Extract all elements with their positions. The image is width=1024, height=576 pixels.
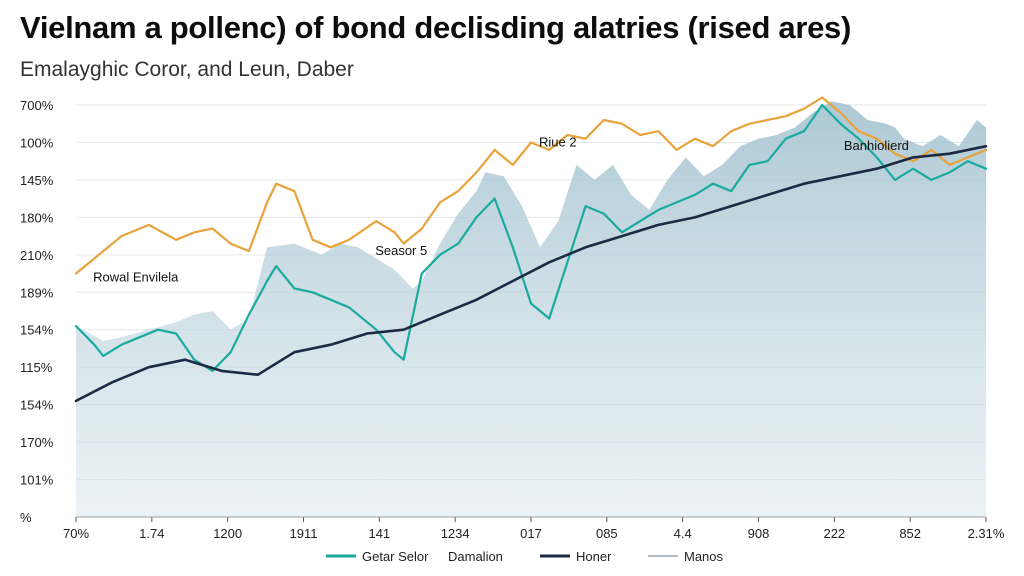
y-tick-label: 145%	[20, 173, 54, 188]
x-tick-label: 222	[823, 526, 845, 541]
x-tick-label: 1911	[290, 526, 318, 541]
legend-label-getar-selor: Getar Selor	[362, 549, 429, 564]
x-tick-label: 017	[520, 526, 542, 541]
legend: Getar Selor Damalion Honer Manos	[326, 549, 724, 564]
y-tick-label: 115%	[20, 360, 53, 375]
x-tick-label: 1234	[441, 526, 470, 541]
legend-label-manos: Manos	[684, 549, 724, 564]
y-tick-label: 210%	[20, 248, 54, 263]
legend-label-honer: Honer	[576, 549, 612, 564]
y-tick-label: 154%	[20, 398, 54, 413]
legend-label-damalion: Damalion	[448, 549, 503, 564]
series-layer	[74, 96, 988, 518]
x-tick-label: 852	[899, 526, 921, 541]
x-tick-label: 1200	[213, 526, 242, 541]
x-tick-label: 2.31%	[968, 526, 1005, 541]
annotation-label: Seasor 5	[375, 243, 427, 258]
y-tick-label: 170%	[20, 435, 54, 450]
annotation-label: Riue 2	[539, 134, 577, 149]
x-tick-label: 70%	[63, 526, 89, 541]
y-tick-label: %	[20, 510, 32, 525]
chart-subtitle: Emalayghic Coror, and Leun, Daber	[20, 58, 354, 81]
y-tick-label: 180%	[20, 210, 54, 225]
x-tick-label: 4.4	[674, 526, 692, 541]
x-tick-label: 1.74	[139, 526, 164, 541]
series-line-damalion	[74, 96, 988, 275]
y-tick-label: 189%	[20, 285, 54, 300]
series-area-manos	[76, 101, 986, 518]
annotation-label: Banhiolierd	[844, 138, 909, 153]
x-tick-label: 141	[368, 526, 390, 541]
series-line-honer	[74, 144, 988, 403]
y-tick-label: 154%	[20, 323, 54, 338]
y-tick-label: 101%	[20, 473, 54, 488]
y-tick-label: 100%	[20, 135, 54, 150]
annotations: Rowal Envilela Seasor 5 Riue 2 Banhiolierd	[93, 134, 909, 284]
chart-title: Vielnam a pollenc) of bond declisding al…	[20, 10, 852, 45]
y-tick-label: 700%	[20, 98, 54, 113]
x-tick-label: 908	[748, 526, 770, 541]
x-tick-label: 085	[596, 526, 618, 541]
annotation-label: Rowal Envilela	[93, 269, 179, 284]
axis-layer: 700% 100% 145% 180% 210% 189% 154% 115% 154% 170%…	[20, 98, 1005, 541]
